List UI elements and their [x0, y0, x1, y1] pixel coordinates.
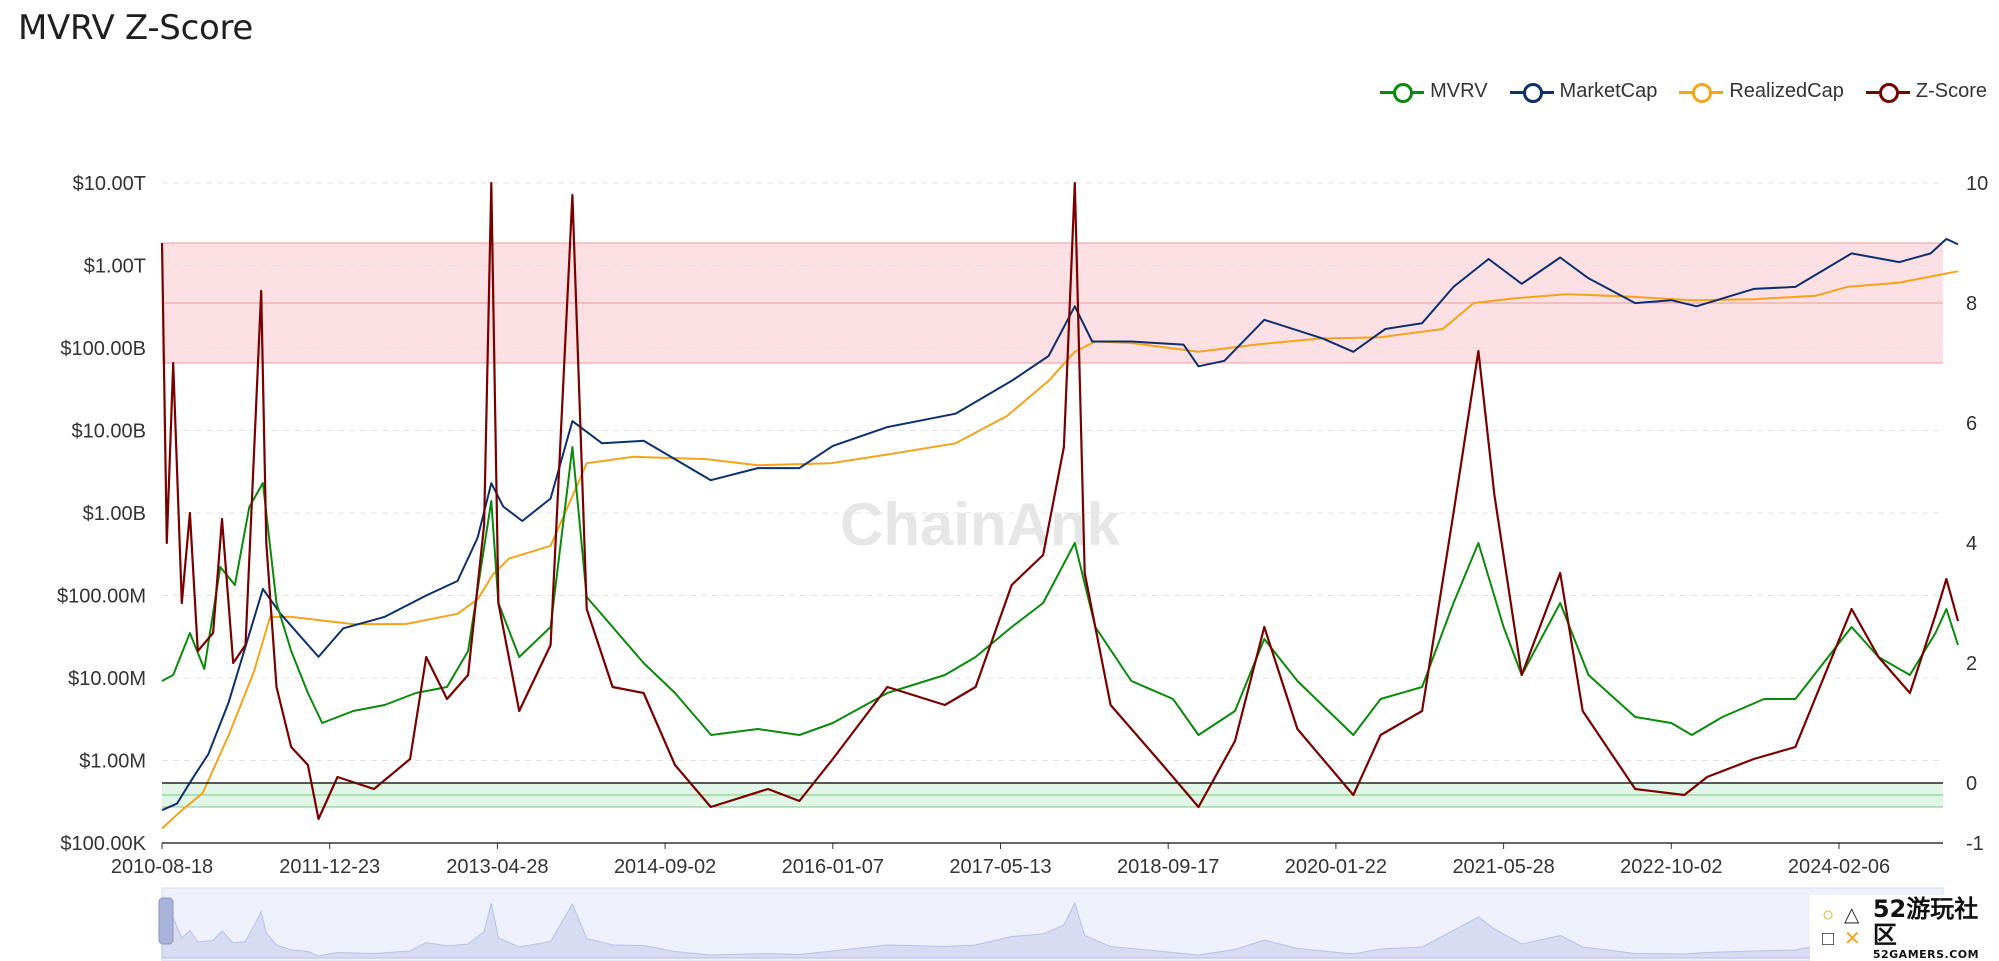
x-tick-label: 2011-12-23	[279, 856, 380, 878]
slider-preview-area	[161, 901, 1959, 959]
x-tick-label: 2022-10-02	[1620, 856, 1722, 878]
legend-swatch-icon	[1509, 82, 1554, 103]
legend-label-realizedcap: RealizedCap	[1729, 80, 1844, 102]
y-right-tick-label: 10	[1966, 173, 1988, 195]
legend-swatch-icon	[1865, 82, 1910, 103]
x-tick-label: 2014-09-02	[614, 856, 716, 878]
badge-sub-text: 52GAMERS.COM	[1872, 947, 1980, 961]
badge-main-text: 52游玩社区	[1872, 894, 1979, 949]
series-line-mvrv	[161, 446, 1959, 736]
series-line-marketcap	[161, 237, 1959, 812]
page-title: MVRV Z-Score	[18, 8, 254, 48]
x-tick-label: 2010-08-18	[111, 856, 213, 878]
chart-legend: MVRV MarketCap RealizedCap Z-Score	[1380, 80, 1987, 103]
series-line-realizedcap	[161, 270, 1959, 830]
x-tick-label: 2021-05-28	[1452, 856, 1554, 878]
x-tick-label: 2018-09-17	[1117, 856, 1219, 878]
x-tick-label: 2024-02-06	[1788, 856, 1890, 878]
y-left-tick-label: $100.00K	[60, 833, 146, 855]
watermark-text: ChainAnk	[840, 491, 1121, 558]
y-right-tick-label: 4	[1966, 533, 1977, 555]
gamepad-shapes-icon: ○ △ □ ✕	[1822, 904, 1861, 950]
legend-item-realizedcap[interactable]: RealizedCap	[1679, 80, 1844, 103]
y-left-tick-label: $1.00M	[79, 751, 146, 773]
legend-item-zscore[interactable]: Z-Score	[1865, 80, 1987, 103]
legend-swatch-icon	[1679, 82, 1724, 103]
legend-swatch-icon	[1380, 82, 1425, 103]
axis-layer: $10.00T $1.00T $100.00B $10.00B $1.00B $100.0…	[57, 173, 1988, 878]
slider-handle-left[interactable]	[158, 897, 174, 945]
y-left-tick-label: $1.00B	[83, 503, 146, 525]
y-left-tick-label: $10.00M	[68, 668, 146, 690]
series-layer	[160, 181, 1960, 830]
y-right-tick-label: 2	[1966, 653, 1977, 675]
y-right-tick-label: -1	[1966, 833, 1984, 855]
legend-label-zscore: Z-Score	[1915, 80, 1987, 102]
y-left-tick-label: $1.00T	[84, 256, 146, 278]
y-right-tick-label: 8	[1966, 293, 1977, 315]
y-left-tick-label: $10.00B	[71, 421, 146, 443]
series-line-zscore	[160, 181, 1960, 821]
zoom-slider	[158, 887, 1959, 961]
x-tick-label: 2016-01-07	[782, 856, 884, 878]
x-tick-label: 2013-04-28	[446, 856, 548, 878]
site-badge: ○ △ □ ✕ 52游玩社区 52GAMERS.COM	[1810, 895, 1999, 961]
legend-label-mvrv: MVRV	[1430, 80, 1488, 102]
legend-item-marketcap[interactable]: MarketCap	[1509, 80, 1658, 103]
legend-item-mvrv[interactable]: MVRV	[1380, 80, 1488, 103]
y-left-tick-label: $10.00T	[73, 173, 146, 195]
y-left-tick-label: $100.00B	[60, 338, 146, 360]
bands-layer	[162, 242, 1943, 808]
legend-label-marketcap: MarketCap	[1559, 80, 1658, 102]
x-tick-label: 2020-01-22	[1285, 856, 1387, 878]
y-right-tick-label: 6	[1966, 413, 1977, 435]
x-tick-label: 2017-05-13	[949, 856, 1051, 878]
y-right-tick-label: 0	[1966, 773, 1977, 795]
y-left-tick-label: $100.00M	[57, 586, 146, 608]
